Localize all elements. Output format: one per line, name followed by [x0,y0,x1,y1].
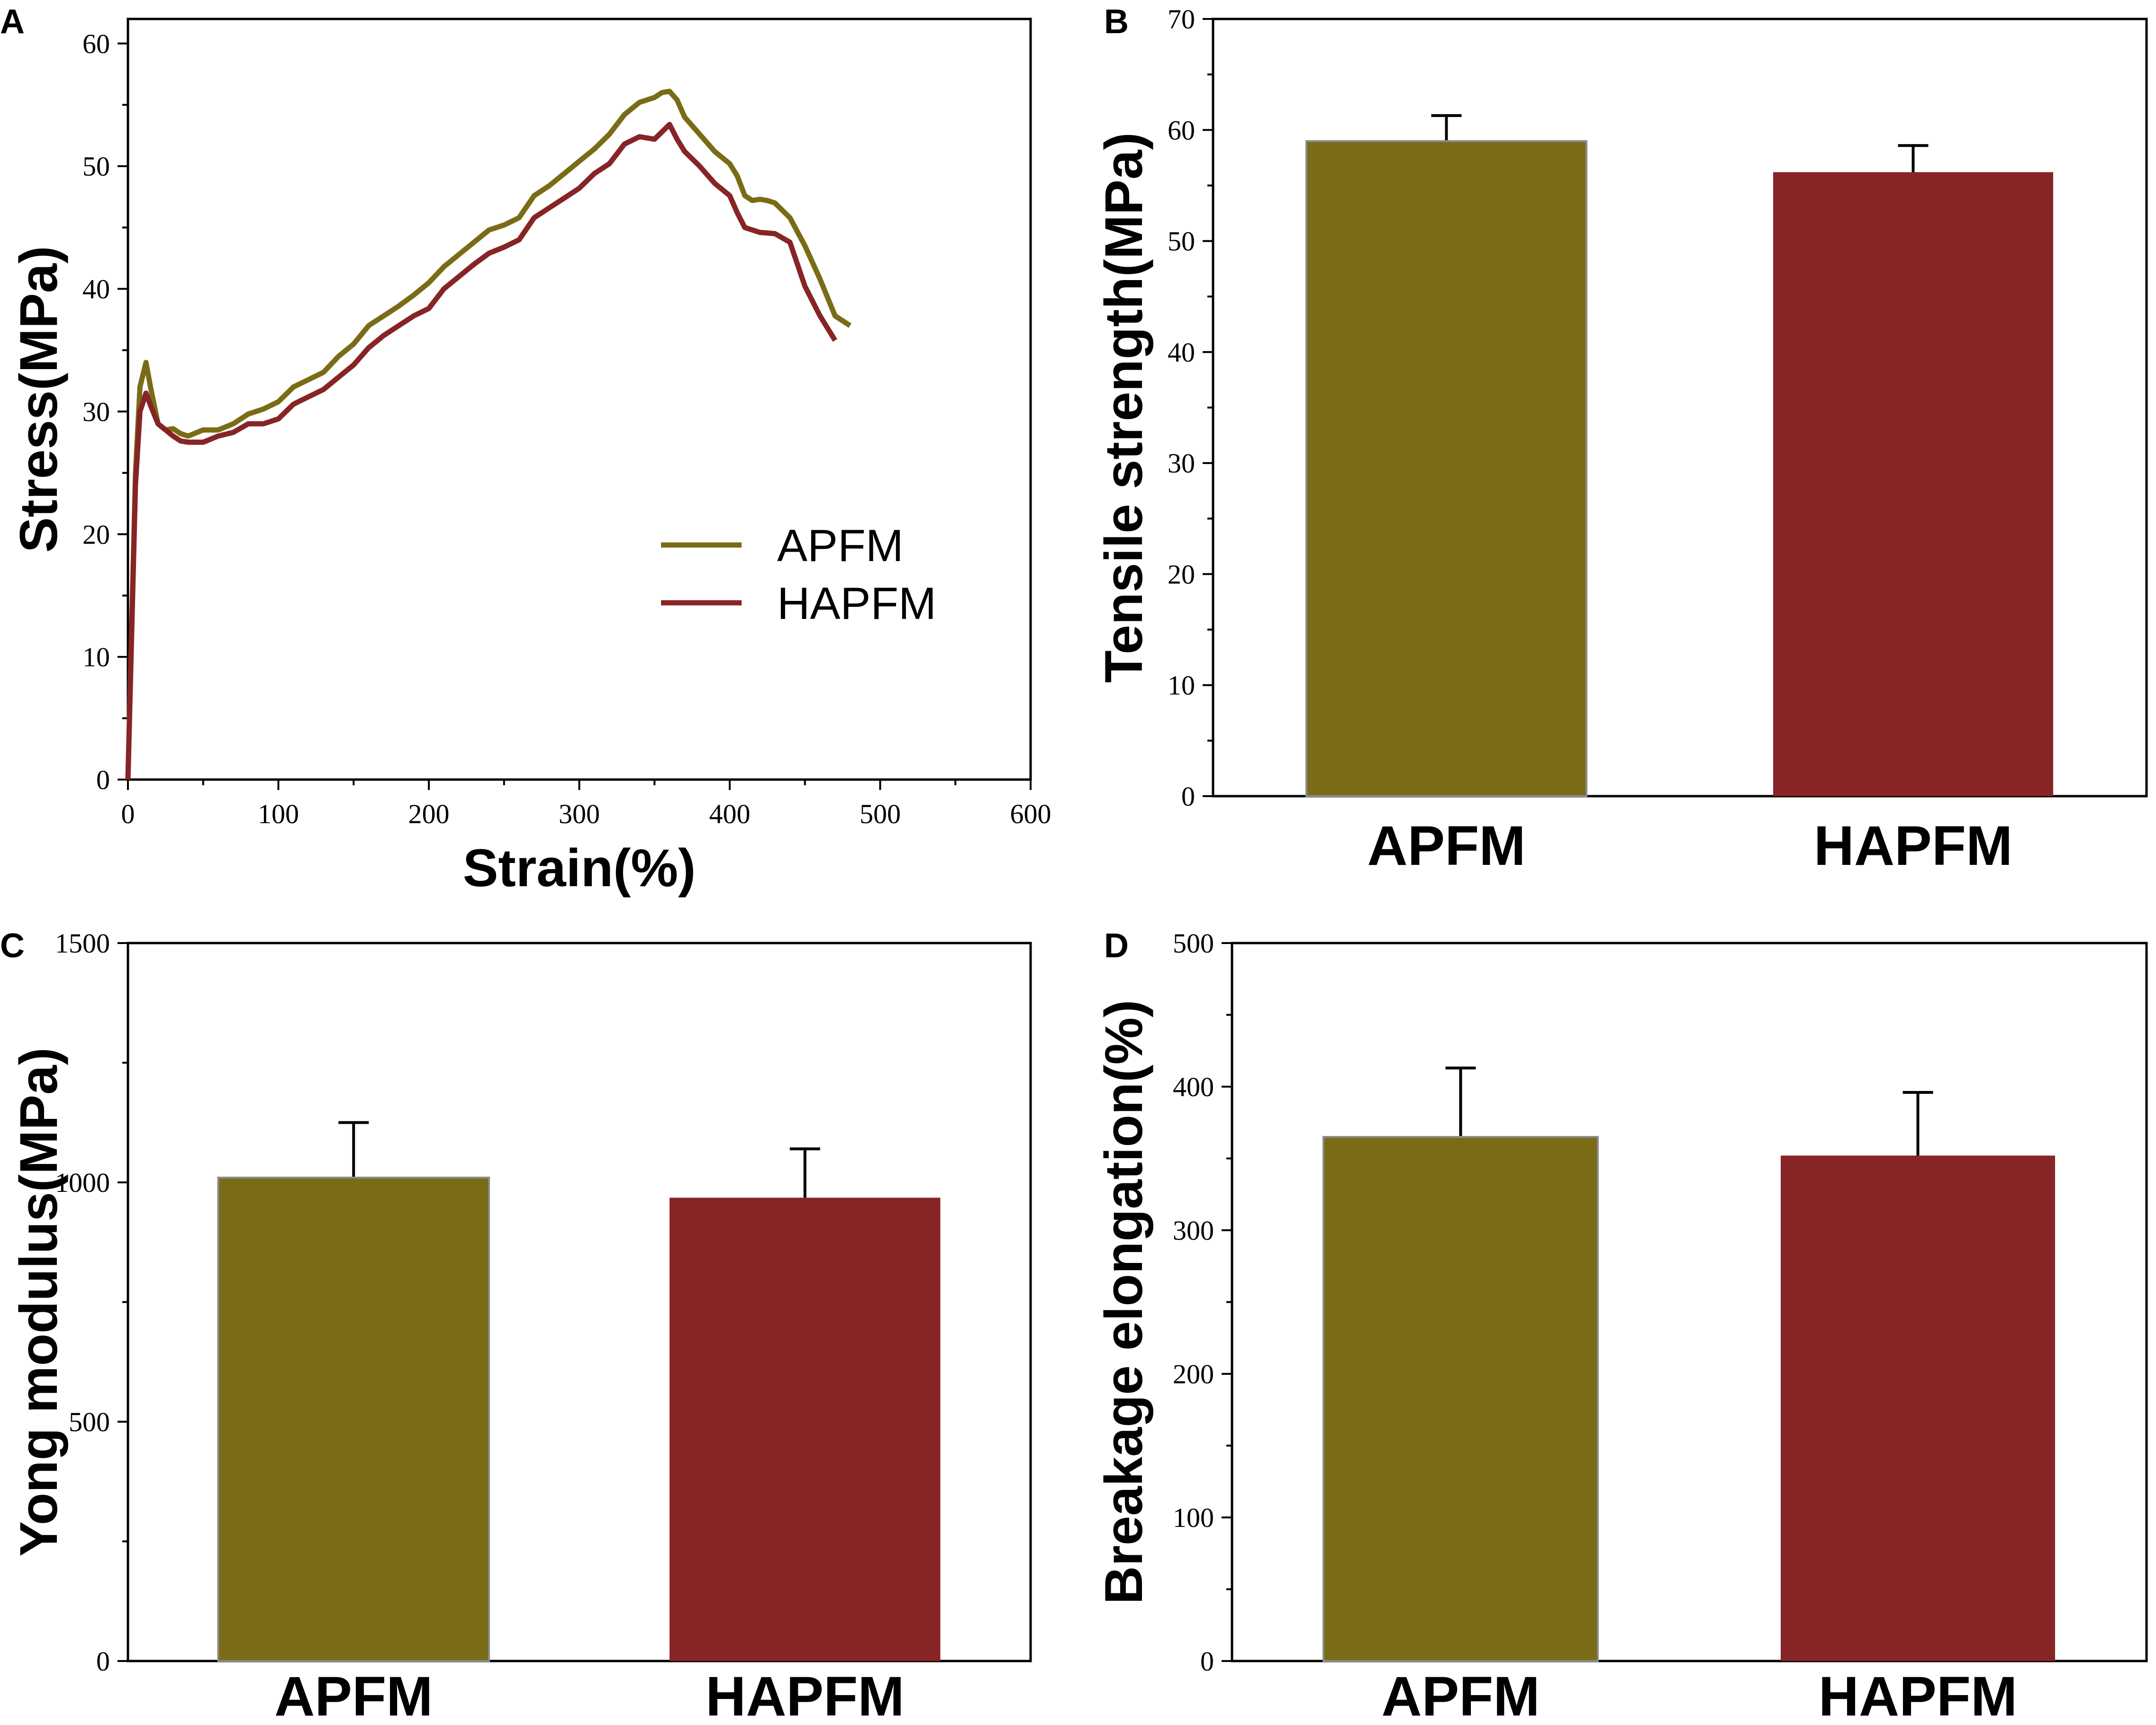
y-tick-label: 20 [82,519,110,550]
panel-letter: A [0,3,25,41]
y-tick-label: 500 [1173,928,1214,959]
bar-apfm [217,1176,490,1662]
bar-hapfm [1773,172,2053,796]
y-tick-label: 30 [1168,448,1195,479]
y-axis-title: Breakage elongation(%) [1094,1000,1153,1605]
y-tick-label: 20 [1168,559,1195,590]
y-tick-label: 40 [82,274,110,305]
panel-letter: D [1104,927,1129,965]
panel-c: C 0 500 1000 1500 Yong modulus(MPa) APFM HAPFM [0,927,1032,1725]
y-tick-label: 100 [1173,1502,1214,1533]
y-tick-label: 0 [1181,781,1195,812]
x-tick-label: 600 [1010,799,1051,829]
category-label: APFM [274,1665,433,1725]
y-tick-label: 50 [82,151,110,182]
legend-label: APFM [777,520,904,571]
category-label: APFM [1367,815,1525,877]
y-axis-title: Stress(MPa) [9,246,68,553]
legend-label: HAPFM [777,578,936,629]
y-tick-label: 500 [69,1407,110,1437]
y-tick-label: 300 [1173,1215,1214,1246]
y-axis-title: Yong modulus(MPa) [9,1047,68,1556]
bar-apfm [1323,1136,1599,1662]
x-tick-label: 0 [121,799,135,829]
y-tick-label: 10 [82,642,110,672]
panel-letter: C [0,927,25,965]
panel-d: D 0 100 200 300 400 500 Breakage elongation(%) A… [1094,927,2148,1725]
y-tick-label: 60 [82,28,110,59]
y-tick-label: 10 [1168,670,1195,701]
y-tick-label: 70 [1168,4,1195,35]
y-tick-label: 0 [96,764,110,795]
panel-a: A 0 10 20 30 40 50 60 Stress(MPa) 0 100 200 300 400 50… [0,3,1051,898]
x-axis-title: Strain(%) [463,838,696,898]
y-tick-label: 200 [1173,1359,1214,1389]
x-tick-label: 500 [860,799,901,829]
y-tick-label: 30 [82,396,110,427]
plot-frame [127,18,1032,781]
x-tick-label: 100 [258,799,299,829]
y-tick-label: 60 [1168,115,1195,145]
y-tick-label: 0 [96,1646,110,1677]
category-label: HAPFM [706,1665,905,1725]
panel-letter: B [1104,3,1129,41]
bar-apfm [1305,140,1587,798]
x-tick-label: 200 [408,799,450,829]
category-label: HAPFM [1819,1665,2018,1725]
panel-b: B 0 10 20 30 40 50 60 70 Tensile strength(MPa) APF… [1094,3,2148,877]
y-tick-label: 1500 [55,928,110,959]
bar-hapfm [1781,1155,2055,1661]
x-tick-label: 300 [559,799,600,829]
bar-hapfm [670,1198,941,1661]
category-label: HAPFM [1814,815,2013,877]
y-tick-label: 400 [1173,1071,1214,1102]
y-tick-label: 0 [1200,1646,1214,1677]
x-tick-label: 400 [709,799,751,829]
y-tick-label: 40 [1168,337,1195,368]
y-axis-title: Tensile strength(MPa) [1094,132,1153,683]
y-tick-label: 50 [1168,226,1195,257]
y-tick-label: 1000 [55,1167,110,1198]
series-line-hapfm [125,122,837,780]
category-label: APFM [1381,1665,1540,1725]
series-line-apfm [125,89,852,780]
